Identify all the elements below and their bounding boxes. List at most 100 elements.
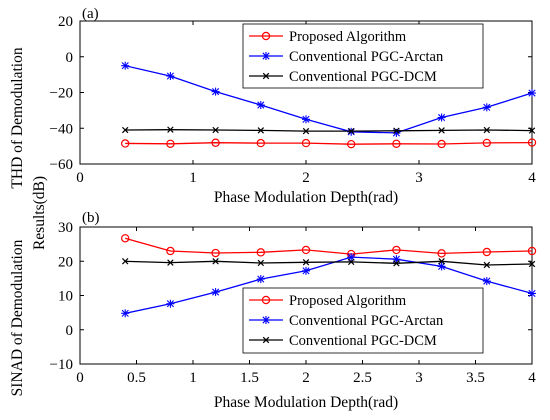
- marker-x-stroke: [257, 127, 265, 134]
- marker-x-stroke: [438, 127, 445, 134]
- data-point-conventional-pgc-dcm: [212, 258, 219, 265]
- data-point-conventional-pgc-arctan: [211, 288, 220, 297]
- marker-x-stroke: [262, 336, 270, 344]
- y-tick-label: −10: [50, 357, 73, 373]
- y-tick-label: −60: [50, 157, 73, 173]
- legend-label: Proposed Algorithm: [289, 29, 407, 45]
- marker-circle: [211, 138, 220, 147]
- data-point-conventional-pgc-arctan: [302, 115, 310, 124]
- thd-chart: 0 1 2 3 4 −60 −40 −20 0 20 Phase Modulation Depth(…: [50, 6, 537, 206]
- x-tick-label: 2.5: [353, 370, 372, 386]
- data-point-conventional-pgc-dcm: [167, 259, 174, 266]
- marker-x-stroke: [302, 127, 310, 135]
- y-axis-label-shared: Results(dB): [31, 176, 48, 250]
- x-axis-label: Phase Modulation Depth(rad): [214, 394, 398, 411]
- legend-swatch-marker: [262, 52, 270, 60]
- data-point-conventional-pgc-arctan: [528, 289, 536, 298]
- data-point-conventional-pgc-dcm: [528, 127, 536, 134]
- marker-x-stroke: [167, 259, 174, 266]
- marker-x-stroke: [257, 259, 265, 267]
- x-tick-label: 4: [528, 370, 536, 386]
- legend-entry: Proposed Algorithm: [249, 29, 407, 45]
- marker-x-stroke: [528, 260, 536, 268]
- legend-swatch-marker: [262, 316, 270, 324]
- data-point-conventional-pgc-dcm: [257, 259, 265, 267]
- data-point-proposed-algorithm: [166, 139, 175, 149]
- marker-x-stroke: [121, 126, 129, 134]
- data-point-conventional-pgc-arctan: [256, 275, 265, 284]
- series-line-conventional-pgc-arctan: [125, 65, 533, 134]
- data-point-conventional-pgc-arctan: [211, 87, 220, 96]
- legend: Proposed Algorithm Conventional PGC-Arcta…: [242, 23, 484, 89]
- x-tick-label: 1: [189, 370, 197, 386]
- series-line-conventional-pgc-arctan: [125, 256, 533, 314]
- data-point-conventional-pgc-dcm: [121, 126, 129, 134]
- legend-swatch-marker: [262, 72, 270, 80]
- data-point-conventional-pgc-dcm: [212, 126, 219, 134]
- data-point-conventional-pgc-dcm: [528, 260, 536, 268]
- marker-x-stroke: [302, 259, 310, 266]
- marker-circle: [261, 31, 271, 41]
- series-line-conventional-pgc-dcm: [125, 129, 533, 132]
- marker-circle: [482, 138, 491, 148]
- data-point-conventional-pgc-dcm: [438, 127, 445, 134]
- x-tick-label: 3: [415, 370, 423, 386]
- y-tick-label: 0: [66, 323, 74, 339]
- marker-circle: [301, 245, 311, 255]
- marker-x-stroke: [393, 260, 400, 267]
- marker-x-stroke: [212, 126, 219, 134]
- legend-entry: Proposed Algorithm: [249, 293, 407, 309]
- marker-x-stroke: [347, 258, 355, 266]
- data-point-conventional-pgc-dcm: [483, 126, 491, 134]
- marker-circle: [347, 139, 356, 149]
- data-point-conventional-pgc-dcm: [302, 127, 310, 135]
- legend: Proposed Algorithm Conventional PGC-Arcta…: [242, 287, 484, 354]
- data-point-conventional-pgc-arctan: [121, 61, 130, 70]
- panel-label: (a): [82, 6, 99, 22]
- x-tick-label: 1.5: [240, 370, 259, 386]
- data-point-conventional-pgc-arctan: [392, 255, 401, 264]
- data-point-proposed-algorithm: [527, 246, 537, 256]
- marker-circle: [301, 138, 311, 148]
- marker-circle: [256, 248, 265, 257]
- marker-x-stroke: [121, 258, 129, 265]
- data-point-conventional-pgc-dcm: [393, 260, 400, 267]
- marker-circle: [437, 139, 446, 149]
- y-axis-label-sinad: SINAD of Demodulation: [9, 239, 26, 396]
- marker-circle: [437, 249, 446, 258]
- series-line-proposed-algorithm: [125, 237, 533, 255]
- data-point-conventional-pgc-dcm: [302, 259, 310, 266]
- series-line-conventional-pgc-dcm: [125, 260, 533, 266]
- data-point-conventional-pgc-arctan: [121, 309, 130, 318]
- data-point-conventional-pgc-dcm: [347, 258, 355, 266]
- data-point-conventional-pgc-dcm: [393, 127, 400, 134]
- marker-circle: [261, 295, 271, 305]
- x-tick-label: 4: [528, 170, 536, 186]
- data-point-conventional-pgc-dcm: [167, 126, 174, 133]
- data-point-proposed-algorithm: [211, 248, 220, 258]
- data-point-proposed-algorithm: [256, 248, 265, 257]
- legend-swatch-marker: [262, 336, 270, 344]
- legend-swatch-marker: [261, 295, 271, 305]
- y-tick-label: −40: [50, 121, 73, 137]
- data-point-conventional-pgc-dcm: [483, 261, 491, 269]
- y-tick-label: 0: [66, 50, 74, 66]
- data-point-conventional-pgc-arctan: [166, 299, 175, 308]
- data-point-proposed-algorithm: [211, 138, 220, 147]
- legend-label: Conventional PGC-DCM: [289, 333, 437, 349]
- marker-circle: [120, 139, 130, 148]
- legend-entry: Conventional PGC-Arctan: [249, 313, 444, 329]
- data-point-conventional-pgc-dcm: [121, 258, 129, 265]
- marker-x-stroke: [483, 261, 491, 269]
- marker-circle: [482, 247, 491, 257]
- marker-circle: [166, 139, 175, 149]
- data-point-conventional-pgc-arctan: [437, 113, 446, 122]
- data-point-proposed-algorithm: [392, 139, 401, 149]
- data-point-proposed-algorithm: [437, 139, 446, 149]
- y-tick-label: 10: [58, 289, 73, 305]
- x-tick-label: 2: [302, 170, 310, 186]
- data-point-conventional-pgc-arctan: [166, 72, 175, 81]
- x-tick-label: 0: [76, 170, 84, 186]
- data-point-proposed-algorithm: [120, 234, 130, 243]
